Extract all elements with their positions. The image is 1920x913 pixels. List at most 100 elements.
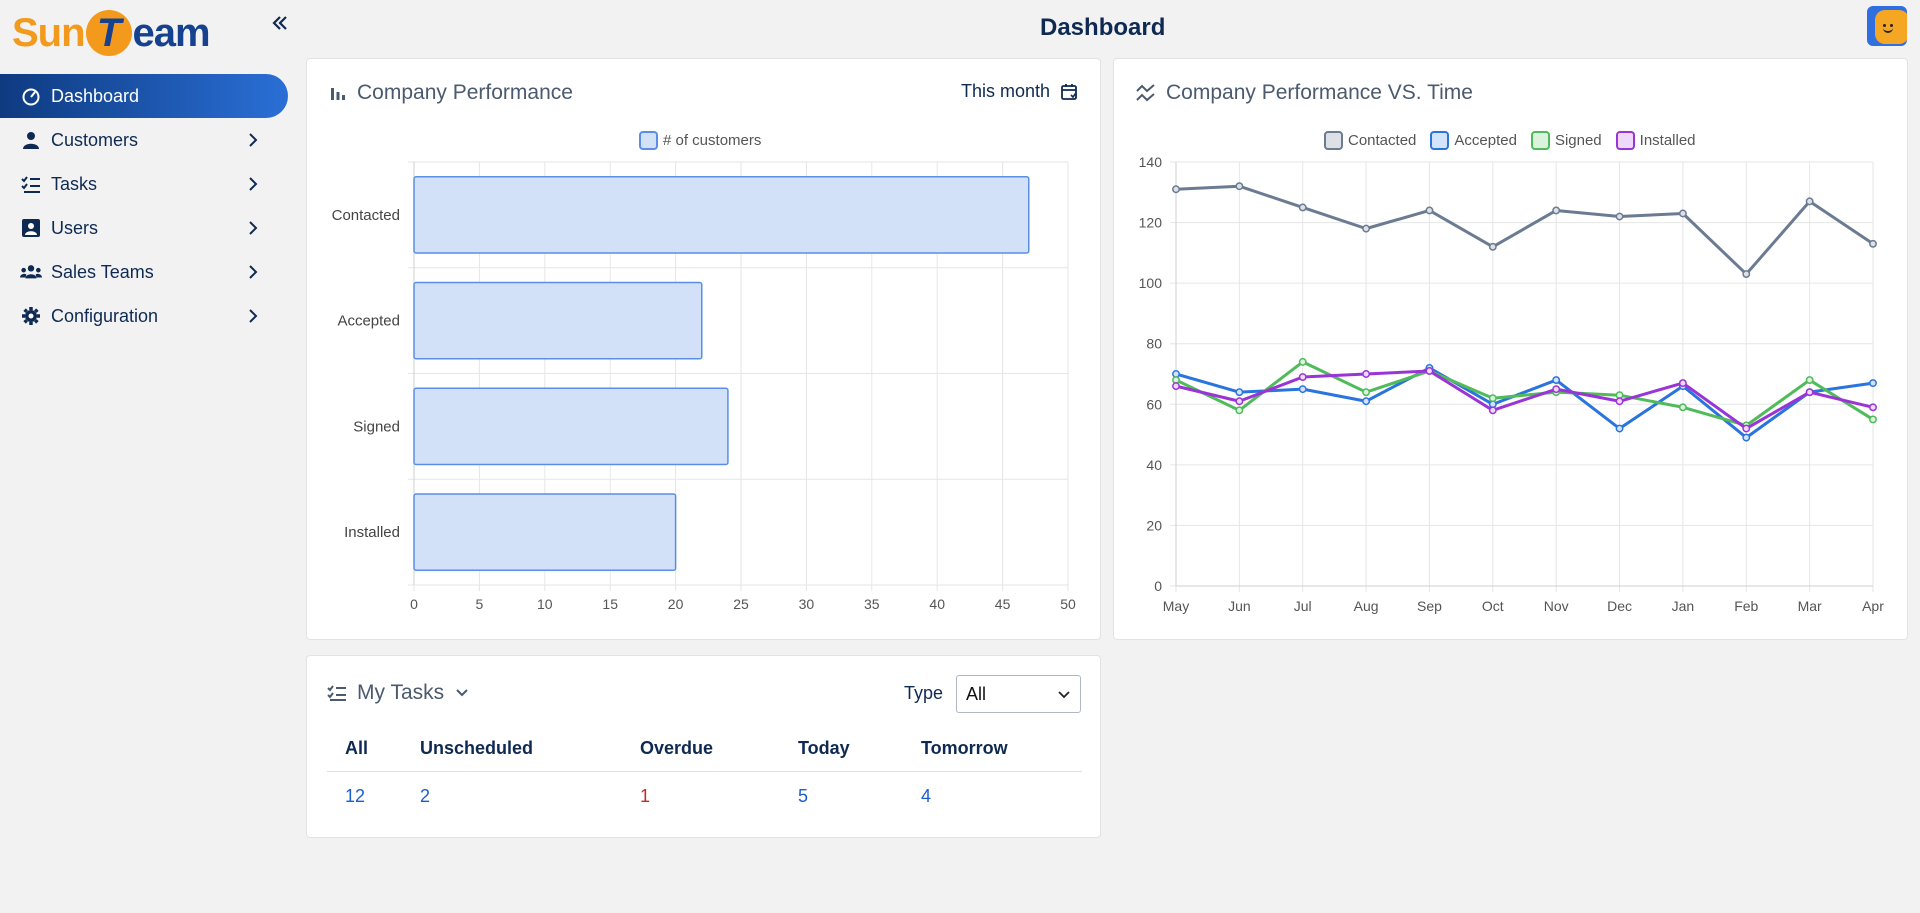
y-tick-label: 120 xyxy=(1139,215,1163,231)
type-filter-label: Type xyxy=(904,683,944,703)
chart-legend: Contacted Accepted Signed Installed xyxy=(1324,131,1710,150)
unscheduled-count-link[interactable]: 2 xyxy=(420,785,431,806)
table-row: 12 2 1 5 4 xyxy=(327,772,1082,820)
data-point xyxy=(1615,424,1624,433)
x-tick-label: 15 xyxy=(602,596,618,612)
y-tick-label: 20 xyxy=(1146,517,1162,533)
tomorrow-count-link[interactable]: 4 xyxy=(921,785,932,806)
card-title: Company Performance xyxy=(329,81,573,105)
category-label: Contacted xyxy=(332,207,400,224)
data-point xyxy=(1362,370,1371,378)
sidebar-item-users[interactable]: Users xyxy=(0,206,288,250)
chevron-down-icon xyxy=(1058,691,1070,699)
data-point xyxy=(1298,203,1307,212)
card-title: My Tasks xyxy=(327,681,470,705)
sidebar-item-customers[interactable]: Customers xyxy=(0,118,288,162)
data-point xyxy=(1362,388,1371,397)
x-tick-label: 40 xyxy=(929,596,945,612)
sidebar-item-label: Configuration xyxy=(51,305,159,326)
legend-item[interactable]: # of customers xyxy=(639,131,761,150)
legend-swatch xyxy=(1324,131,1343,150)
data-point xyxy=(1615,212,1624,221)
data-point xyxy=(1805,197,1814,206)
legend-item[interactable]: Signed xyxy=(1530,131,1602,150)
data-point xyxy=(1742,270,1751,279)
period-selector-button[interactable]: This month xyxy=(961,81,1078,102)
sidebar-item-sales-teams[interactable]: Sales Teams xyxy=(0,250,288,294)
data-point xyxy=(1678,209,1687,218)
legend-item[interactable]: Accepted xyxy=(1430,131,1517,150)
bar-chart-icon xyxy=(329,84,347,102)
sidebar-item-tasks[interactable]: Tasks xyxy=(0,162,288,206)
column-header: Today xyxy=(798,738,850,758)
data-point xyxy=(1362,397,1371,406)
legend-label: Signed xyxy=(1554,132,1602,149)
column-header: Unscheduled xyxy=(420,738,534,758)
data-point xyxy=(1488,394,1497,403)
avatar-mouth xyxy=(1883,28,1893,33)
legend-item[interactable]: Contacted xyxy=(1324,131,1416,150)
data-point xyxy=(1805,376,1814,385)
legend-label: Contacted xyxy=(1348,132,1417,149)
legend-label: # of customers xyxy=(663,132,762,149)
data-point xyxy=(1805,388,1814,397)
card-title: Company Performance VS. Time xyxy=(1136,81,1473,105)
y-tick-label: 140 xyxy=(1139,154,1163,170)
chevron-right-icon xyxy=(249,177,258,191)
data-point xyxy=(1869,379,1877,388)
chevron-down-icon[interactable] xyxy=(454,685,470,701)
y-tick-label: 60 xyxy=(1146,396,1162,412)
chart-legend: # of customers xyxy=(639,131,775,150)
data-point xyxy=(1678,379,1687,388)
data-point xyxy=(1552,376,1561,385)
page-title: Dashboard xyxy=(1040,14,1166,41)
company-performance-vs-time-card: Company Performance VS. Time Contacted Ac… xyxy=(1113,58,1908,640)
data-point xyxy=(1172,185,1180,194)
column-header: Overdue xyxy=(640,738,714,758)
series-line-signed xyxy=(1175,360,1874,427)
data-point xyxy=(1298,373,1307,381)
legend-item[interactable]: Installed xyxy=(1615,131,1696,150)
data-point xyxy=(1235,182,1244,191)
sidebar-item-label: Dashboard xyxy=(51,85,140,106)
x-tick-label: 0 xyxy=(410,596,418,612)
y-tick-label: 0 xyxy=(1154,578,1162,594)
data-point xyxy=(1298,385,1307,394)
overdue-count-link[interactable]: 1 xyxy=(640,785,651,806)
data-point xyxy=(1678,403,1687,412)
series-line-accepted xyxy=(1175,366,1874,440)
category-label: Signed xyxy=(353,418,400,435)
team-icon xyxy=(20,261,42,283)
type-filter-select[interactable]: All xyxy=(956,675,1081,713)
sidebar-item-label: Customers xyxy=(51,129,139,150)
x-tick-label: Apr xyxy=(1862,598,1884,614)
x-tick-label: 50 xyxy=(1060,596,1076,612)
legend-label: Installed xyxy=(1639,132,1696,149)
logo-text-team: eam xyxy=(132,10,211,55)
avatar-eye xyxy=(1883,24,1886,27)
today-count-link[interactable]: 5 xyxy=(798,785,809,806)
logo-text-sun: Sun xyxy=(12,10,86,55)
line-chart-icon xyxy=(1136,84,1156,102)
chevron-right-icon xyxy=(249,133,258,147)
data-point xyxy=(1552,206,1561,215)
logo-t-badge: T xyxy=(85,10,132,56)
collapse-sidebar-button[interactable] xyxy=(268,12,292,36)
sidebar-item-dashboard[interactable]: Dashboard xyxy=(0,74,288,118)
legend-swatch xyxy=(639,131,658,150)
x-tick-label: Dec xyxy=(1607,598,1632,614)
sidebar-item-configuration[interactable]: Configuration xyxy=(0,294,288,338)
x-tick-label: 30 xyxy=(799,596,815,612)
all-tasks-count-link[interactable]: 12 xyxy=(345,785,366,806)
gear-icon xyxy=(20,305,42,327)
data-point xyxy=(1488,406,1497,415)
data-point xyxy=(1742,433,1751,442)
bar xyxy=(413,493,677,571)
x-tick-label: 5 xyxy=(476,596,484,612)
column-header: Tomorrow xyxy=(921,738,1008,758)
avatar[interactable] xyxy=(1867,6,1907,46)
person-icon xyxy=(20,129,42,151)
data-point xyxy=(1869,415,1877,424)
